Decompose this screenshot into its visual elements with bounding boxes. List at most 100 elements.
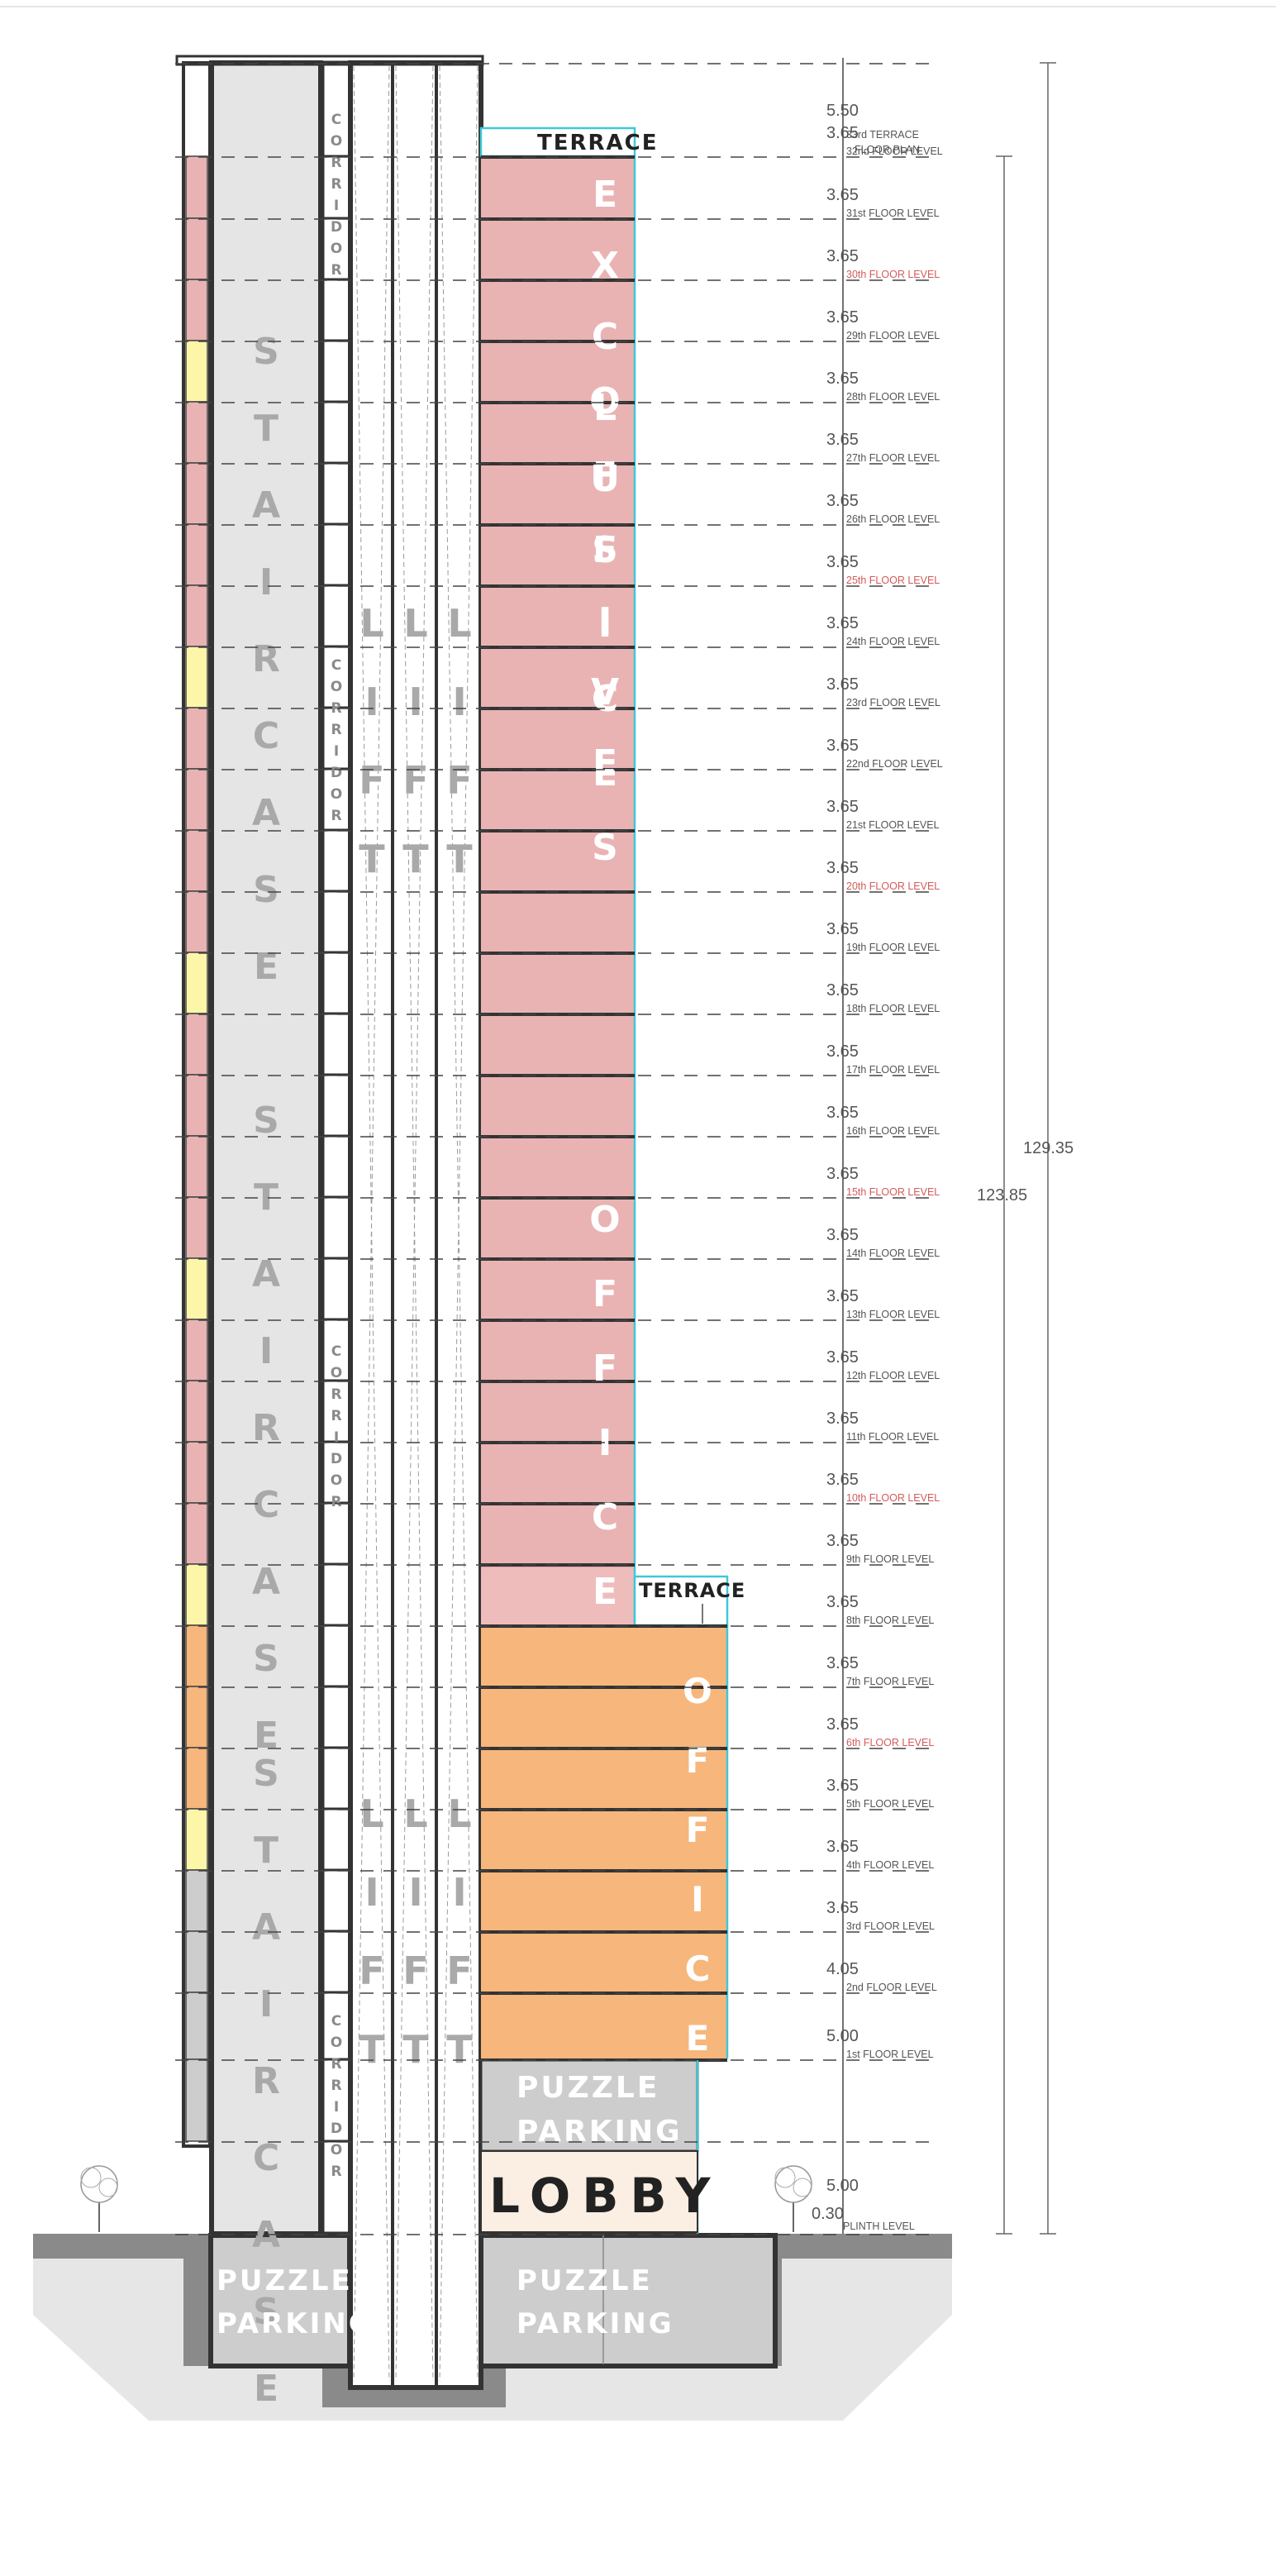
level-height-value: 3.65 (826, 1777, 859, 1795)
corridor-label-char: D (331, 219, 342, 236)
roof-parapet (175, 55, 484, 66)
total-height-label: 129.35 (1023, 1139, 1074, 1157)
level-name: FLOOR PLAN (855, 144, 920, 155)
facade-band (185, 1502, 208, 1565)
facade-band (185, 584, 208, 647)
level-name: 28th FLOOR LEVEL (846, 391, 940, 403)
staircase-label-lower-char: S (253, 1753, 279, 1795)
terrace-mid-label: TERRACE (639, 1579, 745, 1602)
level-name: 33rd TERRACE (846, 129, 919, 141)
level-name: 9th FLOOR LEVEL (846, 1553, 934, 1565)
level-name: 6th FLOOR LEVEL (846, 1737, 934, 1748)
lift-cable (439, 65, 479, 2382)
lift-label-char: T (446, 2027, 473, 2072)
exclusive-offices-word-char: S (592, 827, 618, 869)
staircase-label-upper-char: S (253, 331, 279, 373)
exclusive-label-char: V (591, 671, 619, 713)
level-height-value: 3.65 (826, 186, 859, 204)
level-name: 7th FLOOR LEVEL (846, 1676, 934, 1687)
tree-canopy (793, 2178, 812, 2197)
lift-label-char: F (402, 758, 428, 803)
level-name: 12th FLOOR LEVEL (846, 1370, 940, 1381)
lower-office-block (481, 1625, 727, 2058)
level-height-value: 3.65 (826, 1715, 859, 1734)
level-name: 22nd FLOOR LEVEL (846, 758, 943, 770)
offices-upper-label-char: F (593, 1348, 617, 1390)
level-height-value: 3.65 (826, 675, 859, 694)
level-name: 14th FLOOR LEVEL (846, 1247, 940, 1259)
exclusive-offices-word-char: F (593, 455, 617, 497)
level-name: 10th FLOOR LEVEL (846, 1492, 940, 1504)
offices-lower-label-char: F (686, 1740, 710, 1781)
level-height-value: 3.65 (826, 553, 859, 571)
facade-band (185, 1380, 208, 1443)
level-name: 13th FLOOR LEVEL (846, 1309, 940, 1320)
level-height-value: 3.65 (826, 1287, 859, 1305)
level-name: 4th FLOOR LEVEL (846, 1859, 934, 1871)
lift-label-char: L (359, 601, 383, 646)
staircase-label-upper-char: T (254, 408, 279, 450)
level-name: 25th FLOOR LEVEL (846, 575, 940, 586)
offices-lower-label-char: O (683, 1671, 712, 1711)
lift-label-char: L (359, 1791, 383, 1836)
corridor-label-char: I (334, 1429, 339, 1446)
facade-band (185, 462, 208, 525)
level-height-value: 3.65 (826, 920, 859, 938)
corridor-label-char: O (331, 2142, 342, 2159)
offices-lower-label-char: I (691, 1879, 704, 1920)
staircase-label-middle-char: A (252, 1253, 280, 1295)
level-name: 30th FLOOR LEVEL (846, 269, 940, 280)
exclusive-label-char: S (592, 529, 618, 571)
staircase-label-upper-char: I (259, 561, 273, 603)
exclusive-label-char: L (593, 387, 617, 429)
facade-band (185, 1196, 208, 1259)
level-name: 20th FLOOR LEVEL (846, 880, 940, 892)
corridor-label-char: D (331, 2120, 342, 2137)
facade-band (185, 155, 208, 219)
corridor-label-char: I (334, 743, 339, 760)
level-height-value: 3.65 (826, 370, 859, 388)
level-height-value: 3.65 (826, 1226, 859, 1244)
facade-band (185, 1686, 208, 1748)
facade-band (185, 646, 208, 708)
lift-label-char: L (403, 1791, 427, 1836)
tree-canopy (774, 2165, 812, 2203)
corridor-label-char: C (331, 657, 341, 674)
offices-lower-label-char: C (685, 1949, 711, 1989)
level-height-value: 3.65 (826, 614, 859, 632)
exclusive-office-block (481, 156, 635, 1568)
puzzle-parking-ground (479, 2058, 699, 2153)
corridor-label-char: O (331, 786, 342, 803)
staircase-label-lower-char: S (253, 2291, 279, 2333)
lift-label-char: F (446, 758, 472, 803)
facade-band (185, 1747, 208, 1810)
level-name: 23rd FLOOR LEVEL (846, 697, 940, 708)
offices-upper-label-char: O (589, 1199, 620, 1241)
lift-label-char: T (446, 837, 473, 881)
offices-lower-label-char: E (686, 2018, 710, 2058)
level-height-value: 3.65 (826, 1471, 859, 1489)
facade-band (185, 768, 208, 831)
facade-band (185, 707, 208, 770)
facade-band (185, 1013, 208, 1076)
terrace-top-label: TERRACE (537, 131, 659, 155)
tree-icon (774, 2165, 812, 2232)
corridor-label-char: O (331, 1365, 342, 1381)
corridor-label-char: R (331, 176, 341, 193)
lift-label-char: T (402, 2027, 429, 2072)
corridor-label-char: C (331, 112, 341, 128)
level-name: 11th FLOOR LEVEL (846, 1431, 939, 1443)
staircase-label-middle-char: A (252, 1561, 280, 1603)
tree-icon (80, 2165, 118, 2232)
exclusive-offices-word-char: C (592, 678, 618, 720)
corridor-label-char: R (331, 722, 341, 738)
staircase-label-upper-char: E (254, 946, 279, 988)
tree-canopy (80, 2167, 102, 2188)
staircase-label-middle-char: S (253, 1100, 279, 1142)
staircase-label-middle-char: C (253, 1484, 279, 1526)
level-height-value: 3.65 (826, 124, 859, 142)
level-height-value: 3.65 (826, 1654, 859, 1672)
